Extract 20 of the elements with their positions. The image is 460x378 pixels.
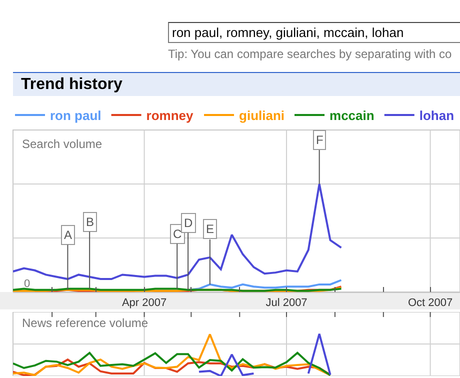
legend-label: lohan	[419, 108, 454, 124]
text: Tip: You can compare searches by separating with co	[168, 47, 452, 61]
x-tick-label: Jul 2007	[266, 297, 308, 310]
legend-label: ron paul	[50, 108, 102, 124]
chart-title: Trend history	[13, 72, 460, 96]
y-axis-title: Search volume	[22, 137, 102, 151]
annotation: D	[184, 216, 193, 230]
x-tick-label: Apr 2007	[122, 297, 167, 310]
annotation: A	[64, 228, 72, 242]
legend-label: romney	[146, 108, 194, 124]
text: ron paul, romney, giuliani, mccain, lohan	[168, 22, 460, 43]
annotation: 0	[24, 278, 30, 290]
annotation: B	[86, 215, 94, 229]
y-axis-title: News reference volume	[22, 316, 148, 330]
legend-label: giuliani	[239, 108, 285, 124]
annotation: E	[206, 222, 214, 236]
annotation: F	[316, 133, 324, 147]
x-tick-label: Oct 2007	[408, 297, 453, 310]
legend-label: mccain	[330, 108, 374, 124]
annotation: C	[173, 227, 182, 241]
